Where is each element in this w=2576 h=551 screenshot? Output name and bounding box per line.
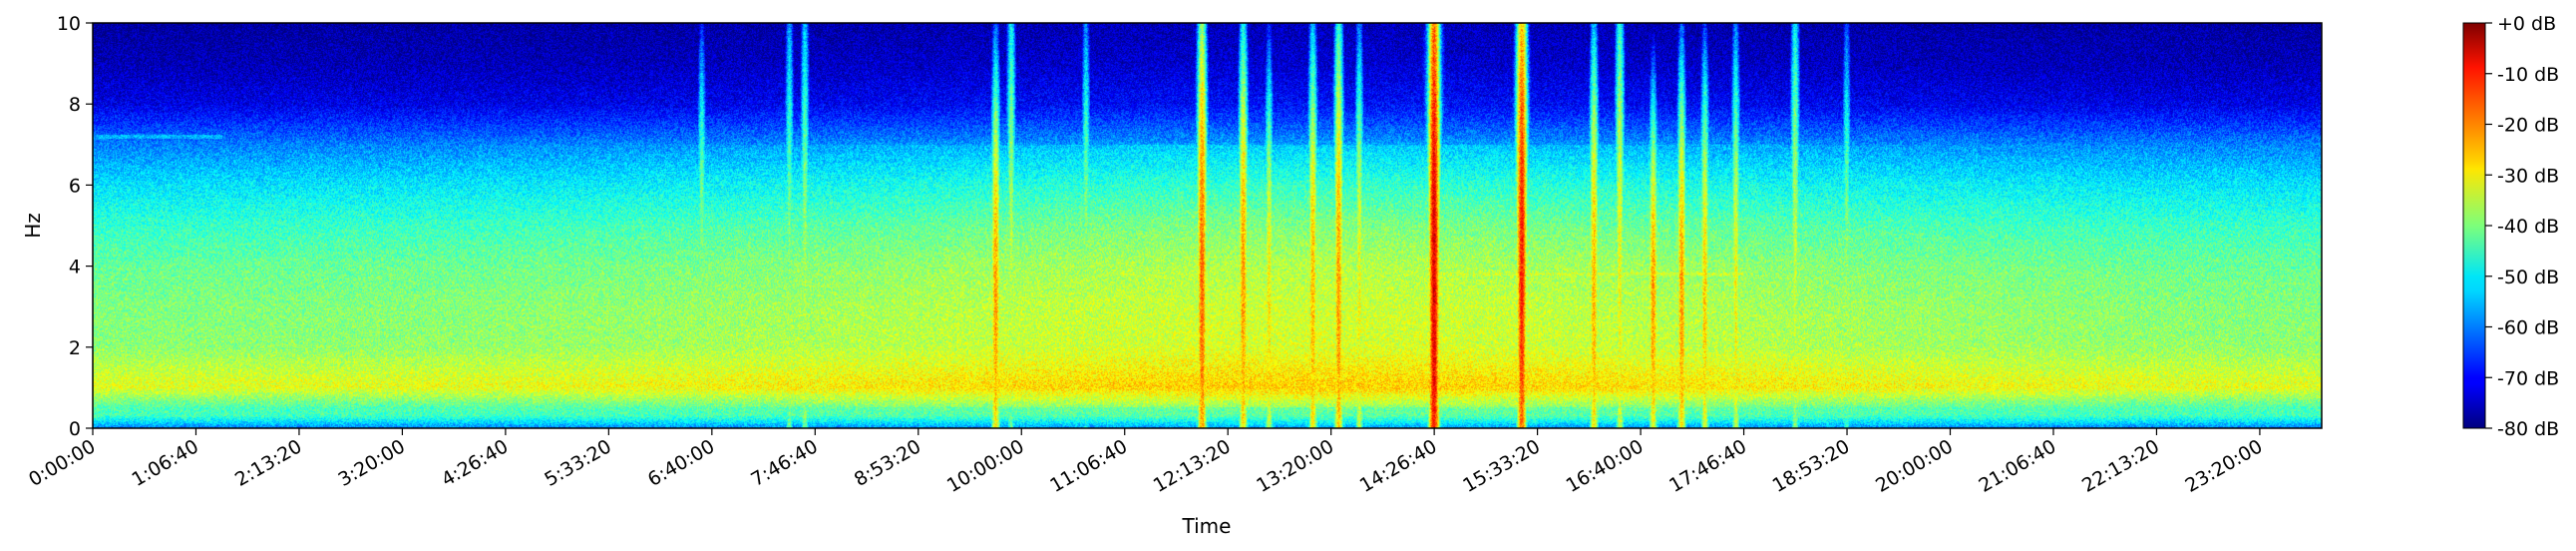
colorbar-ticks: +0 dB -10 dB -20 dB -30 dB -40 dB -50 dB -60 d…	[2485, 13, 2559, 440]
colorbar-tick-label: -70 dB	[2497, 367, 2559, 389]
x-tick-label: 16:40:00	[1563, 435, 1648, 497]
y-axis-label: Hz	[21, 213, 45, 239]
x-tick-label: 7:46:40	[747, 435, 821, 491]
x-tick-label: 21:06:40	[1976, 435, 2060, 497]
y-tick-label: 6	[69, 175, 81, 197]
x-tick-label: 13:20:00	[1253, 435, 1337, 497]
x-axis: 0:00:00 1:06:40 2:13:20 3:20:00 4:26:40 5:33:…	[25, 428, 2266, 497]
plot-frame	[92, 22, 2323, 429]
colorbar-tick-label: -20 dB	[2497, 115, 2559, 137]
spectrogram-plot	[92, 22, 2323, 429]
x-tick-label: 14:26:40	[1356, 435, 1441, 497]
y-axis: 0 2 4 6 8 10	[57, 13, 93, 440]
x-tick-label: 23:20:00	[2182, 435, 2267, 497]
x-tick-label: 3:20:00	[334, 435, 408, 491]
y-tick-label: 10	[57, 13, 81, 35]
x-tick-label: 12:13:20	[1150, 435, 1235, 497]
spectrogram-image	[93, 23, 2322, 428]
colorbar-tick-label: -50 dB	[2497, 267, 2559, 288]
x-tick-label: 6:40:00	[644, 435, 718, 491]
x-tick-label: 4:26:40	[438, 435, 512, 491]
x-tick-label: 22:13:20	[2078, 435, 2163, 497]
colorbar-tick-label: -60 dB	[2497, 317, 2559, 339]
x-axis-label: Time	[1182, 514, 1232, 538]
colorbar-gradient	[2462, 22, 2486, 429]
colorbar-tick-label: -80 dB	[2497, 418, 2559, 440]
x-tick-label: 1:06:40	[129, 435, 202, 491]
x-tick-label: 0:00:00	[25, 435, 99, 491]
colorbar: +0 dB -10 dB -20 dB -30 dB -40 dB -50 dB -60 d…	[2462, 13, 2559, 440]
y-tick-label: 0	[69, 418, 81, 440]
x-tick-label: 11:06:40	[1046, 435, 1131, 497]
x-tick-label: 10:00:00	[943, 435, 1028, 497]
x-tick-label: 20:00:00	[1872, 435, 1957, 497]
y-tick-label: 2	[69, 337, 81, 359]
colorbar-tick-label: -40 dB	[2497, 216, 2559, 238]
colorbar-tick-label: -10 dB	[2497, 64, 2559, 86]
x-tick-label: 17:46:40	[1665, 435, 1750, 497]
x-tick-label: 2:13:20	[231, 435, 305, 491]
y-tick-label: 8	[69, 94, 81, 116]
colorbar-tick-label: +0 dB	[2497, 13, 2556, 35]
y-tick-label: 4	[69, 257, 81, 278]
x-tick-label: 18:53:20	[1769, 435, 1854, 497]
x-tick-label: 15:33:20	[1459, 435, 1544, 497]
x-tick-label: 8:53:20	[851, 435, 924, 491]
colorbar-tick-label: -30 dB	[2497, 165, 2559, 187]
x-tick-label: 5:33:20	[541, 435, 614, 491]
